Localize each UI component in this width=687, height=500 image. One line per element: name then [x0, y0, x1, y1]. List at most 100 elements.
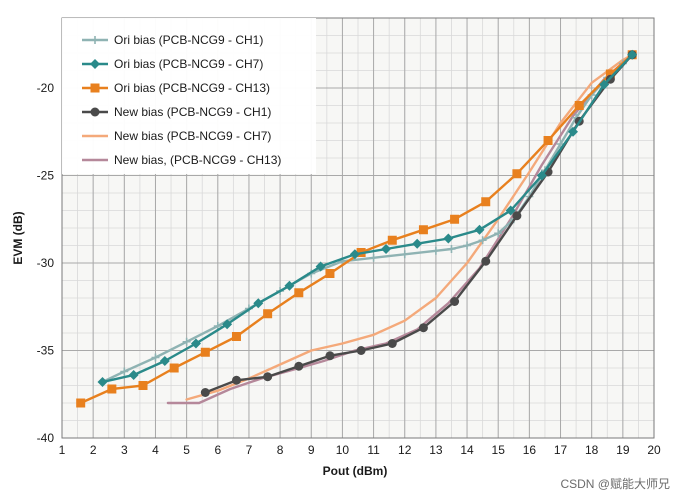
- data-point: [200, 388, 210, 397]
- x-tick-label: 18: [585, 443, 599, 457]
- data-point: [369, 253, 378, 262]
- x-tick-label: 16: [523, 443, 537, 457]
- data-point: [294, 288, 304, 298]
- legend-entry: New bias (PCB-NCG9 - CH7): [82, 129, 271, 143]
- legend: Ori bias (PCB-NCG9 - CH1) Ori bias (PCB-N…: [62, 18, 316, 174]
- series-line: [101, 53, 634, 384]
- data-point: [418, 323, 428, 333]
- data-point: [253, 298, 264, 309]
- x-tick-label: 14: [460, 443, 474, 457]
- series-group: [76, 49, 638, 408]
- data-point: [315, 261, 326, 272]
- data-point: [447, 245, 456, 253]
- data-point: [76, 398, 86, 408]
- data-point: [200, 347, 210, 357]
- data-point: [263, 309, 273, 319]
- x-tick-label: 3: [121, 443, 128, 457]
- x-tick-label: 12: [398, 443, 412, 457]
- data-point: [231, 332, 241, 341]
- x-tick-label: 6: [214, 443, 221, 457]
- data-point: [400, 250, 409, 259]
- data-point: [450, 297, 460, 306]
- x-tick-label: 19: [616, 443, 630, 457]
- data-point: [605, 69, 615, 79]
- legend-entry: Ori bias (PCB-NCG9 - CH7): [82, 57, 263, 71]
- data-point: [263, 372, 273, 382]
- data-point: [90, 59, 100, 69]
- series-6: [166, 53, 634, 405]
- data-point: [536, 170, 547, 181]
- legend-label: Ori bias (PCB-NCG9 - CH13): [114, 81, 270, 95]
- y-axis-title: EVM (dB): [11, 211, 25, 264]
- y-tick-label: -30: [37, 256, 55, 270]
- legend-entry: New bias, (PCB-NCG9 - CH13): [82, 153, 281, 167]
- legend-label: Ori bias (PCB-NCG9 - CH1): [114, 33, 263, 47]
- data-point: [474, 224, 485, 235]
- data-point: [138, 381, 148, 390]
- data-point: [349, 249, 360, 260]
- data-point: [443, 233, 454, 244]
- x-tick-label: 10: [336, 443, 350, 457]
- data-point: [512, 169, 522, 179]
- data-point: [222, 319, 233, 330]
- data-point: [478, 236, 487, 245]
- data-point: [481, 197, 491, 207]
- data-point: [325, 269, 335, 278]
- y-tick-label: -35: [37, 344, 55, 358]
- data-point: [387, 339, 397, 348]
- data-point: [543, 136, 553, 145]
- y-tick-label: -20: [37, 81, 55, 95]
- data-point: [107, 384, 117, 394]
- data-point: [182, 337, 191, 346]
- watermark-text: CSDN @赋能大师兄: [560, 477, 670, 491]
- series-1: [98, 50, 637, 386]
- data-point: [463, 241, 472, 250]
- data-point: [97, 377, 108, 387]
- legend-entry: Ori bias (PCB-NCG9 - CH13): [82, 81, 270, 95]
- data-point: [159, 356, 170, 366]
- data-point: [325, 351, 335, 361]
- data-point: [627, 49, 638, 60]
- data-point: [294, 361, 304, 371]
- data-point: [387, 235, 397, 245]
- data-point: [381, 244, 392, 254]
- x-tick-label: 4: [152, 443, 159, 457]
- x-tick-label: 8: [277, 443, 284, 457]
- data-point: [120, 367, 129, 376]
- x-tick-label: 15: [492, 443, 506, 457]
- x-tick-label: 1: [59, 443, 66, 457]
- data-point: [412, 238, 423, 249]
- legend-label: Ori bias (PCB-NCG9 - CH7): [114, 57, 263, 71]
- x-axis-title: Pout (dBm): [323, 464, 388, 478]
- data-point: [450, 214, 460, 224]
- x-tick-label: 17: [554, 443, 568, 457]
- series-2: [97, 49, 638, 387]
- x-tick-label: 13: [429, 443, 443, 457]
- legend-entry: New bias (PCB-NCG9 - CH1): [82, 105, 271, 119]
- x-tick-label: 2: [90, 443, 97, 457]
- legend-entry: Ori bias (PCB-NCG9 - CH1): [82, 33, 263, 47]
- x-tick-label: 7: [246, 443, 253, 457]
- data-point: [567, 126, 578, 137]
- legend-box: [62, 18, 316, 174]
- data-point: [169, 363, 179, 373]
- data-point: [90, 83, 100, 93]
- data-point: [418, 225, 428, 235]
- x-tick-label: 9: [308, 443, 315, 457]
- plot-frame: [61, 17, 655, 439]
- data-point: [599, 79, 610, 90]
- legend-label: New bias, (PCB-NCG9 - CH13): [114, 153, 281, 167]
- data-point: [494, 229, 503, 238]
- legend-label: New bias (PCB-NCG9 - CH1): [114, 105, 271, 119]
- y-tick-label: -25: [37, 169, 55, 183]
- data-point: [356, 346, 366, 355]
- data-point: [231, 375, 241, 385]
- y-tick-label: -40: [37, 431, 55, 445]
- data-point: [574, 101, 584, 110]
- x-tick-label: 11: [367, 443, 380, 457]
- series-line: [166, 53, 634, 405]
- data-point: [512, 211, 522, 221]
- x-tick-label: 20: [647, 443, 661, 457]
